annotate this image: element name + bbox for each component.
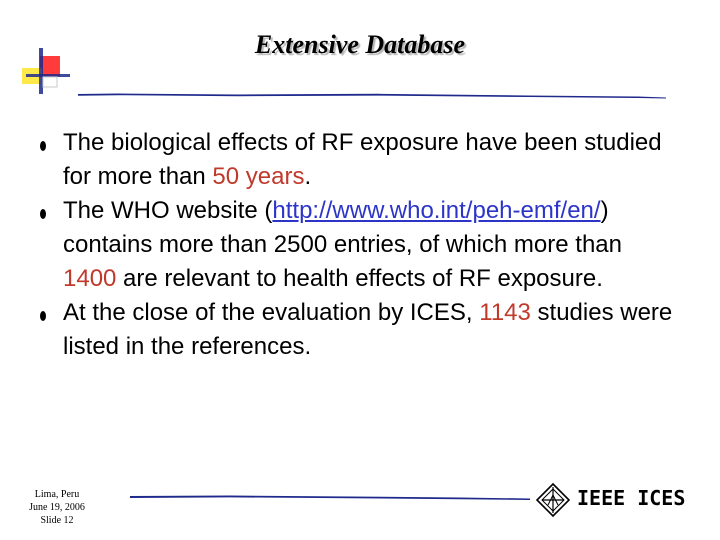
brand-name: IEEE ICES	[577, 486, 686, 510]
footer-rule	[130, 495, 530, 500]
slide-title: Extensive Database	[254, 30, 466, 59]
ieee-diamond-logo-icon	[536, 483, 570, 517]
bullet-text: studies were listed in the references.	[63, 299, 673, 360]
who-website-link[interactable]: http://www.who.int/peh-emf/en/	[272, 197, 601, 224]
bullet-dot-icon	[40, 209, 46, 219]
bullet-item: The biological effects of RF exposure ha…	[40, 126, 680, 194]
title-underline	[78, 93, 666, 99]
bullet-item: The WHO website (http://www.who.int/peh-…	[40, 194, 680, 296]
bullet-list: The biological effects of RF exposure ha…	[40, 126, 680, 364]
highlighted-number: 1143	[479, 299, 531, 326]
bullet-dot-icon	[40, 141, 46, 151]
bullet-text: ) contains more than 2500 entries, of wh…	[63, 197, 622, 258]
bullet-text: .	[304, 163, 312, 190]
footer-location: Lima, Peru	[34, 489, 80, 500]
highlighted-number: 1400	[63, 265, 117, 292]
bullet-text: At the close of the evaluation by ICES,	[63, 299, 480, 326]
bullet-text: The biological effects of RF exposure ha…	[63, 129, 662, 190]
bullet-dot-icon	[40, 311, 46, 321]
corner-decoration-icon	[22, 48, 70, 94]
highlighted-number: 50 years	[212, 163, 305, 190]
bullet-item: At the close of the evaluation by ICES, …	[40, 296, 680, 364]
bullet-text: are relevant to health effects of RF exp…	[116, 265, 603, 292]
bullet-text: The WHO website (	[63, 197, 273, 224]
footer-date: June 19, 2006	[29, 502, 85, 513]
footer-slide-number: Slide 12	[40, 515, 74, 526]
footer-info: Lima, Peru June 19, 2006 Slide 12	[24, 488, 90, 527]
